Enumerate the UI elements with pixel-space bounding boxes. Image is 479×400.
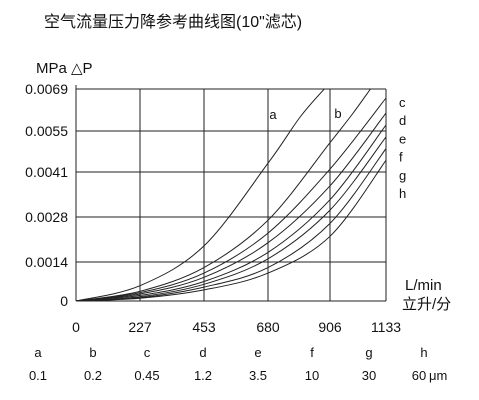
curve-e	[76, 124, 386, 301]
grade-letter-g: g	[365, 345, 372, 360]
y-tick-label: 0.0028	[25, 209, 68, 225]
grid	[75, 85, 387, 302]
legend-label-c: c	[399, 95, 406, 110]
x-tick-label: 680	[256, 319, 280, 335]
grade-letter-e: e	[254, 345, 261, 360]
curve-a	[76, 89, 326, 301]
legend-label-f: f	[399, 150, 403, 165]
y-tick-label: 0.0041	[25, 164, 68, 180]
curve-h	[76, 160, 386, 301]
grade-letter-f: f	[310, 345, 314, 360]
x-axis-label-units: L/min	[405, 277, 442, 294]
curve-d	[76, 112, 386, 301]
curve-f	[76, 136, 386, 301]
y-axis-label: MPa △P	[36, 60, 93, 77]
legend-label-h: h	[399, 186, 406, 201]
grade-letter-h: h	[420, 345, 427, 360]
x-tick-label: 906	[318, 319, 342, 335]
curve-c	[76, 97, 386, 301]
x-tick-label: 1133	[371, 319, 401, 335]
grade-letters: a b c d e f g h	[34, 345, 427, 360]
grade-values: 0.1 0.2 0.45 1.2 3.5 10 30 60	[29, 368, 426, 383]
grade-value: 10	[305, 368, 319, 383]
curve-label-a: a	[269, 107, 277, 122]
x-tick-label: 0	[72, 319, 80, 335]
grade-value: 0.45	[134, 368, 159, 383]
legend-label-d: d	[399, 113, 406, 128]
grade-value: 30	[362, 368, 376, 383]
grade-value: 0.1	[29, 368, 47, 383]
curves	[76, 89, 386, 301]
grade-value: 3.5	[249, 368, 267, 383]
legend-label-g: g	[399, 168, 406, 183]
x-tick-label: 453	[192, 319, 216, 335]
curve-g	[76, 148, 386, 301]
curve-b	[76, 89, 371, 301]
grade-letter-d: d	[199, 345, 206, 360]
y-tick-labels: 0 0.0014 0.0028 0.0041 0.0055 0.0069	[25, 81, 68, 309]
y-tick-label: 0.0014	[25, 254, 68, 270]
x-tick-label: 227	[128, 319, 152, 335]
grade-letter-b: b	[89, 345, 96, 360]
x-axis-label-units-cn: 立升/分	[402, 296, 451, 313]
grade-value: 1.2	[194, 368, 212, 383]
y-tick-label: 0	[60, 293, 68, 309]
grade-letter-a: a	[34, 345, 42, 360]
legend-label-e: e	[399, 131, 406, 146]
grade-letter-c: c	[144, 345, 151, 360]
chart-title: 空气流量压力降参考曲线图(10"滤芯)	[44, 13, 302, 31]
y-tick-label: 0.0055	[25, 123, 68, 139]
grade-value: 60	[412, 368, 426, 383]
grade-value: 0.2	[84, 368, 102, 383]
y-tick-label: 0.0069	[25, 81, 68, 97]
grade-unit: μm	[429, 368, 447, 383]
x-tick-labels: 0 227 453 680 906 1133	[72, 319, 401, 335]
curve-label-b: b	[334, 106, 341, 121]
